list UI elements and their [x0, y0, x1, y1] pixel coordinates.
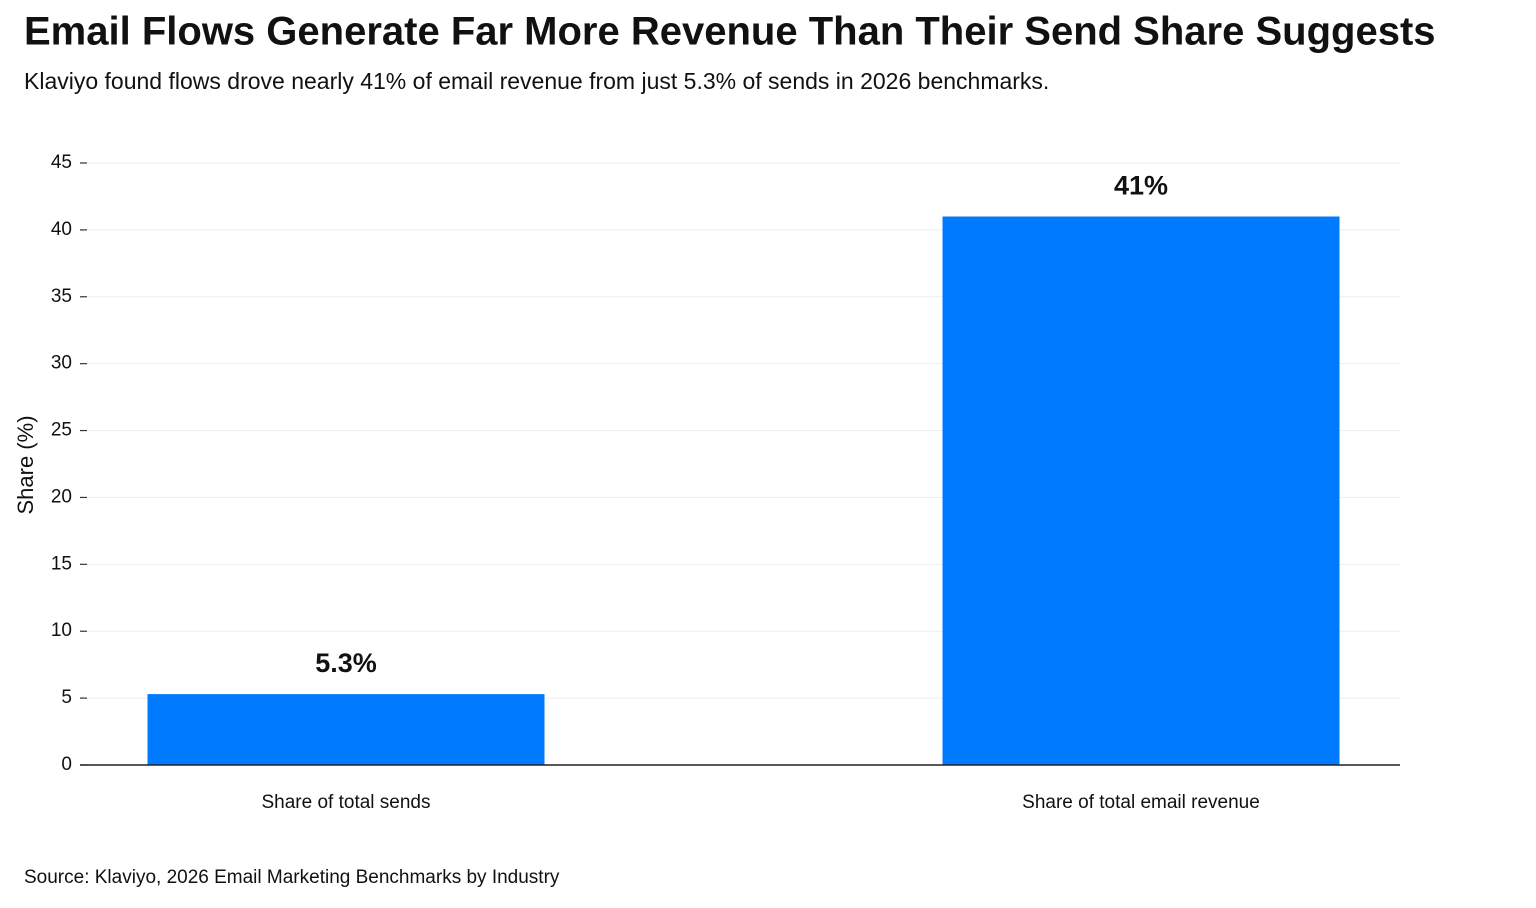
x-tick-label: Share of total sends [262, 792, 431, 813]
value-label: 41% [1114, 171, 1168, 201]
y-tick-label: 15 [51, 553, 72, 574]
value-label: 5.3% [315, 648, 377, 678]
y-axis-label: Share (%) [13, 415, 38, 514]
y-tick-label: 40 [51, 219, 72, 240]
y-tick-label: 25 [51, 420, 72, 441]
source-note: Source: Klaviyo, 2026 Email Marketing Be… [24, 867, 560, 888]
bar [942, 216, 1340, 765]
x-tick-label: Share of total email revenue [1022, 792, 1260, 813]
y-tick-label: 0 [61, 754, 72, 775]
y-tick-label: 5 [61, 687, 72, 708]
y-tick-label: 45 [51, 152, 72, 173]
chart-subtitle: Klaviyo found flows drove nearly 41% of … [24, 68, 1049, 94]
y-tick-label: 35 [51, 286, 72, 307]
y-tick-label: 10 [51, 620, 72, 641]
y-tick-label: 20 [51, 486, 72, 507]
y-tick-label: 30 [51, 353, 72, 374]
bar [147, 694, 545, 765]
chart-title: Email Flows Generate Far More Revenue Th… [24, 10, 1436, 54]
